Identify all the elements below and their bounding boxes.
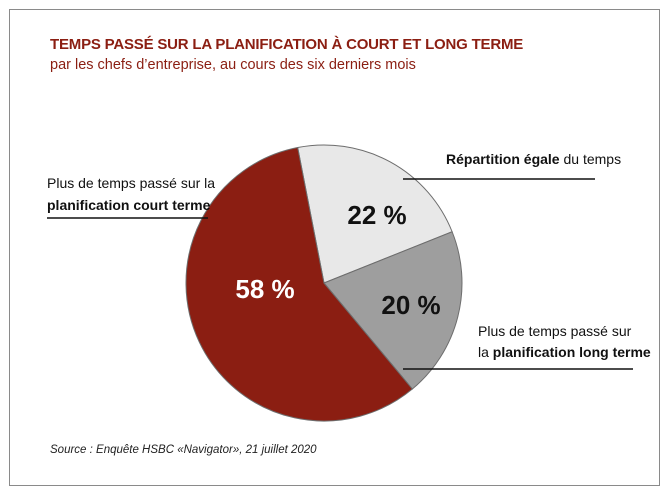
- category-label-long_terme-line-1: Plus de temps passé sur: [478, 323, 632, 339]
- source-note: Source : Enquête HSBC «Navigator», 21 ju…: [50, 444, 317, 456]
- pie-slice-court_terme: [185, 146, 414, 422]
- category-label-long_terme-line-2: la planification long terme: [478, 344, 651, 360]
- category-label-court_terme-line-2: planification court terme: [47, 197, 211, 213]
- category-label-egale-line-1: Répartition égale du temps: [446, 151, 621, 167]
- data-label-egale: 22 %: [347, 200, 406, 230]
- category-label-court_terme-line-1: Plus de temps passé sur la: [47, 175, 215, 191]
- data-label-court_terme: 58 %: [235, 274, 294, 304]
- pie-slice-long_terme: [323, 231, 463, 390]
- chart-title: TEMPS PASSÉ SUR LA PLANIFICATION À COURT…: [50, 36, 524, 53]
- data-label-long_terme: 20 %: [381, 290, 440, 320]
- chart-subtitle: par les chefs d’entreprise, au cours des…: [50, 57, 416, 73]
